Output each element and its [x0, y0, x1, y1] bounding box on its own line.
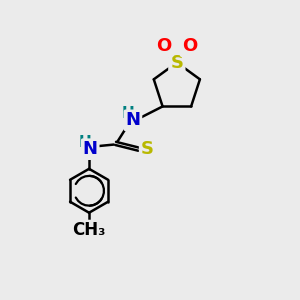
Text: H: H [79, 135, 91, 150]
Text: O: O [182, 37, 197, 55]
Text: S: S [170, 54, 183, 72]
Text: CH₃: CH₃ [72, 221, 106, 239]
Text: H: H [121, 106, 134, 121]
Text: N: N [83, 140, 98, 158]
Text: S: S [141, 140, 154, 158]
Text: N: N [125, 111, 140, 129]
Text: O: O [157, 37, 172, 55]
